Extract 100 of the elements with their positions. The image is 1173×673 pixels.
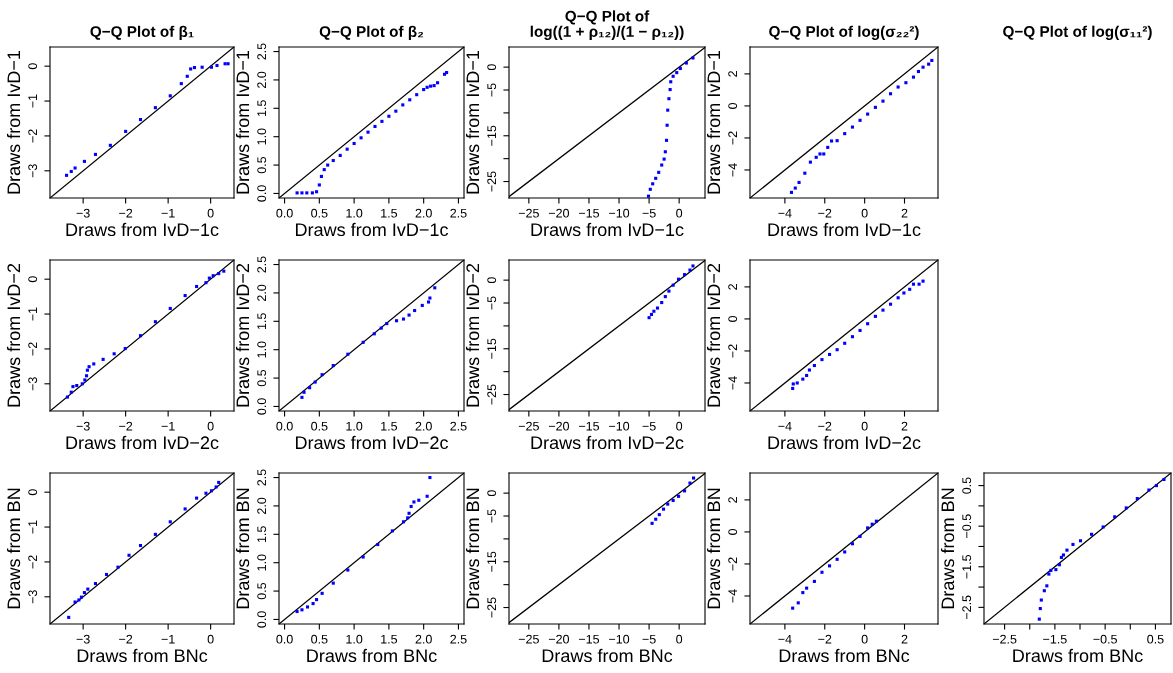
- point: [153, 106, 157, 110]
- y-tick-label: 0: [728, 315, 738, 322]
- x-tick-label: 0.0: [276, 634, 293, 644]
- point: [73, 600, 77, 604]
- point: [207, 276, 211, 280]
- point: [688, 268, 692, 272]
- point: [1037, 617, 1041, 621]
- point: [295, 191, 299, 195]
- y-tick-label: 2: [728, 284, 737, 290]
- point: [401, 520, 406, 524]
- y-axis-title: Draws from BN: [465, 488, 480, 609]
- point: [359, 136, 363, 140]
- x-tick-label: 2.0: [415, 421, 432, 431]
- point: [300, 608, 304, 612]
- point: [153, 320, 157, 324]
- point: [338, 153, 342, 157]
- point: [797, 180, 801, 185]
- point: [850, 125, 855, 129]
- point: [92, 362, 96, 366]
- x-tick-label: −15: [578, 634, 600, 644]
- point: [222, 269, 226, 273]
- point: [902, 291, 906, 295]
- x-tick-label: 1.5: [381, 421, 398, 431]
- point: [195, 284, 199, 289]
- point: [873, 105, 877, 109]
- x-axis-title: Draws from IvD−2c: [768, 435, 921, 450]
- point: [651, 182, 655, 186]
- point: [835, 557, 839, 561]
- point: [1154, 484, 1158, 488]
- point: [195, 496, 199, 500]
- x-tick-label: −25: [518, 421, 539, 431]
- point: [380, 119, 384, 123]
- x-tick-label: 2: [901, 421, 908, 431]
- x-axis-title: Draws from IvD−1c: [768, 222, 921, 237]
- y-tick-label: −15: [487, 551, 497, 572]
- point: [217, 480, 221, 484]
- x-tick-label: 0.5: [311, 421, 328, 431]
- point: [214, 485, 218, 489]
- point: [829, 139, 834, 143]
- point: [1101, 525, 1105, 529]
- point: [422, 88, 426, 92]
- point: [870, 522, 874, 526]
- point: [664, 138, 669, 142]
- point: [209, 65, 214, 69]
- x-tick-label: −3: [76, 208, 90, 218]
- y-tick-label: 0: [487, 490, 497, 497]
- y-axis-title: Draws from IvD−1: [235, 50, 250, 194]
- x-tick-label: −20: [548, 208, 570, 218]
- point: [319, 174, 323, 178]
- point: [189, 67, 193, 71]
- point: [168, 520, 172, 524]
- point: [807, 368, 811, 372]
- point: [153, 532, 157, 536]
- point: [412, 500, 416, 504]
- y-tick-label: −1: [28, 94, 37, 108]
- y-tick-label: −2.5: [962, 595, 972, 620]
- x-tick-label: 0: [861, 421, 868, 431]
- y-tick-label: 0.5: [257, 369, 267, 387]
- x-axis-title: Draws from IvD−1c: [531, 222, 684, 237]
- point: [917, 282, 921, 286]
- point: [315, 598, 319, 602]
- y-tick-label: −2: [28, 342, 37, 356]
- point: [361, 555, 365, 559]
- x-tick-label: −2: [119, 634, 133, 644]
- x-tick-label: 2.5: [450, 421, 467, 431]
- y-axis-title: Draws from BN: [940, 488, 955, 609]
- point: [93, 581, 98, 586]
- point: [1078, 539, 1083, 543]
- y-tick-label: −25: [487, 171, 497, 192]
- point: [401, 103, 405, 107]
- x-tick-label: 2.5: [450, 208, 467, 218]
- point: [428, 296, 432, 300]
- y-tick-label: 0: [487, 64, 497, 71]
- y-tick-label: −4: [728, 589, 737, 603]
- y-tick-label: −1: [28, 307, 37, 321]
- point: [801, 377, 805, 381]
- x-axis-title: Draws from IvD−2c: [66, 435, 219, 450]
- y-tick-label: 0: [28, 489, 38, 496]
- x-tick-label: 0: [861, 634, 868, 644]
- point: [1049, 568, 1053, 572]
- point: [394, 319, 399, 323]
- point: [302, 390, 306, 394]
- point: [390, 529, 394, 533]
- point: [814, 155, 818, 159]
- y-tick-label: −2: [28, 129, 37, 143]
- point: [215, 63, 219, 68]
- y-axis-title: Draws from BN: [6, 488, 21, 609]
- x-tick-label: 0: [676, 634, 683, 644]
- x-tick-label: −2: [119, 421, 133, 431]
- point: [683, 273, 687, 277]
- point: [1071, 542, 1075, 546]
- point: [647, 316, 651, 320]
- chart-title: Q−Q Plot of log(σ₁₁²): [1003, 25, 1152, 40]
- point: [660, 163, 664, 167]
- point: [850, 335, 855, 339]
- point: [671, 283, 675, 287]
- point: [346, 352, 350, 356]
- y-tick-label: −1.5: [962, 554, 972, 579]
- chart-title: Q−Q Plot of β₁: [90, 25, 194, 40]
- point: [83, 378, 87, 382]
